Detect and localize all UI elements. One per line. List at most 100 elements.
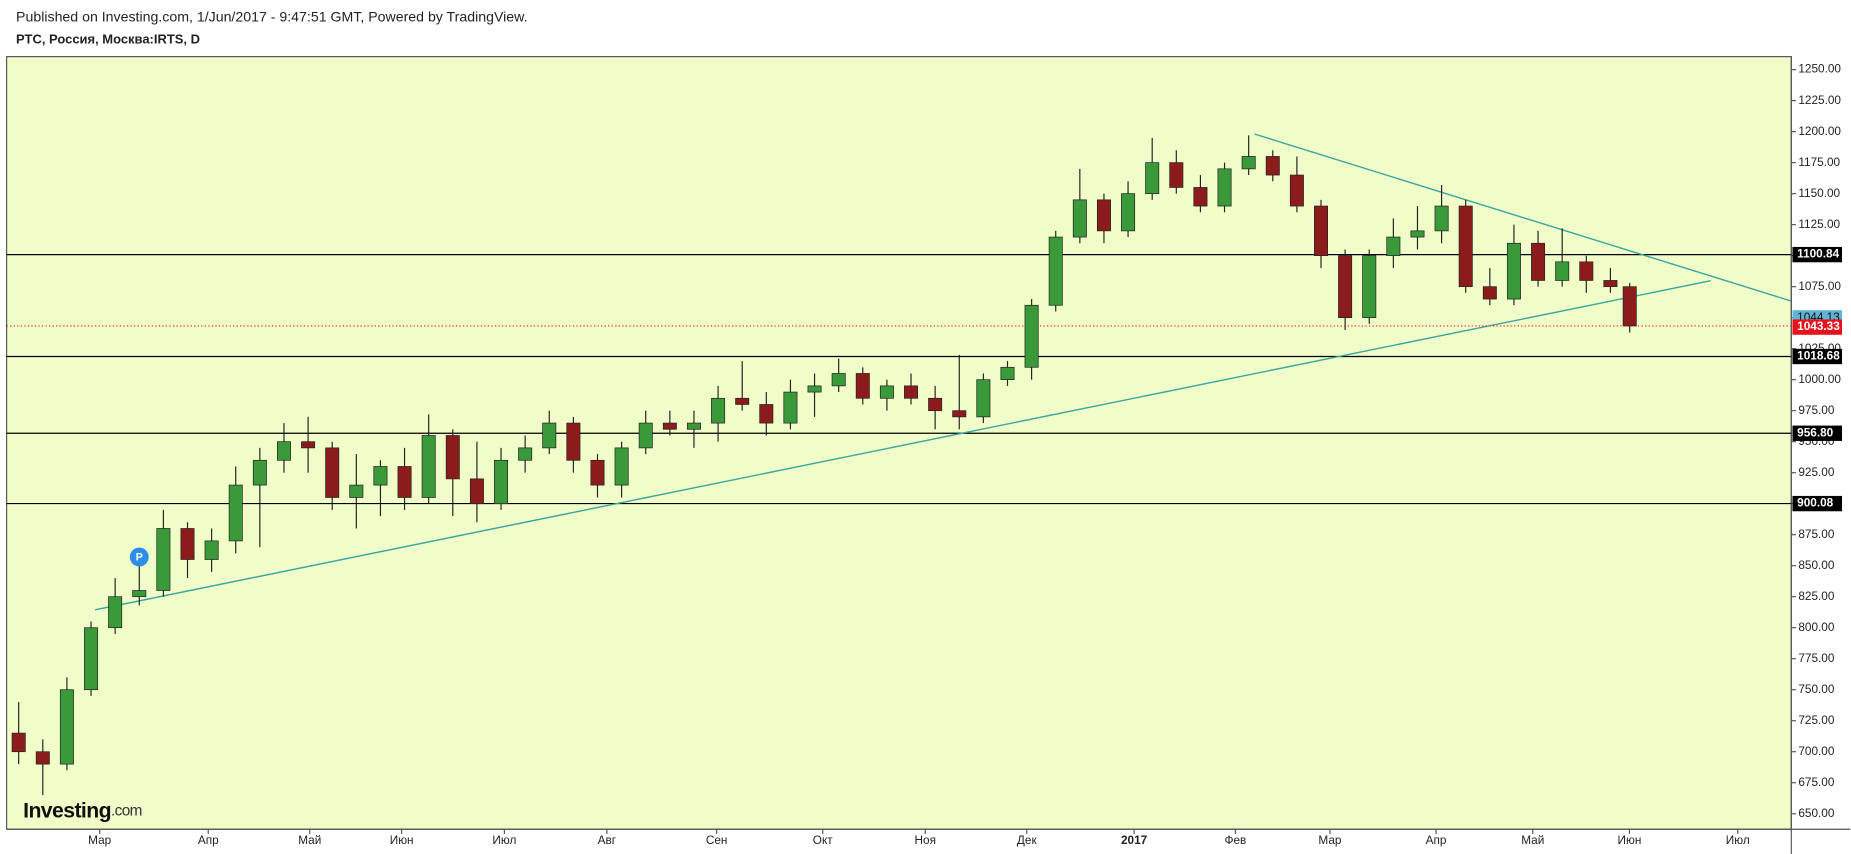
x-tick-label: Июн	[1618, 834, 1642, 847]
candle-body	[325, 447, 340, 498]
candle-body	[1096, 199, 1111, 232]
candle-body	[1241, 156, 1256, 170]
trend-line	[94, 280, 1711, 611]
y-tick-label: 700.00	[1798, 745, 1834, 758]
candle-body	[614, 447, 629, 486]
candle-body	[1579, 261, 1594, 281]
logo-main: Investing	[23, 799, 111, 822]
level-tag	[1792, 348, 1843, 365]
candle-body	[1289, 174, 1304, 207]
y-tick-label: 725.00	[1798, 714, 1834, 727]
x-tick-label: Ноя	[915, 834, 936, 847]
candle-body	[397, 466, 412, 498]
candle-body	[1121, 193, 1136, 232]
candle-body	[831, 373, 846, 387]
candle-body	[1169, 162, 1184, 188]
candle-body	[1362, 255, 1377, 319]
candle-body	[928, 397, 943, 412]
y-tick-label: 675.00	[1798, 776, 1834, 789]
candle-body	[445, 435, 460, 480]
candle-body	[228, 484, 243, 542]
y-tick-label: 975.00	[1798, 404, 1834, 417]
candle-body	[349, 484, 364, 498]
candle-body	[1482, 286, 1497, 300]
x-tick-label: Мар	[88, 834, 111, 847]
y-tick-label: 1225.00	[1798, 94, 1841, 107]
candle-body	[84, 627, 99, 691]
candle-body	[904, 385, 919, 399]
y-tick-label: 1175.00	[1798, 156, 1840, 169]
y-tick-label: 775.00	[1798, 652, 1834, 665]
candle-body	[1024, 304, 1039, 368]
level-label: 1100.84	[1797, 248, 1839, 261]
candle-body	[590, 459, 605, 486]
y-tick-label: 750.00	[1798, 683, 1834, 696]
candle-body	[301, 441, 316, 449]
candle-body	[132, 590, 147, 598]
y-tick-label: 850.00	[1798, 559, 1834, 572]
candle-body	[711, 397, 726, 424]
chart-title: РТС, Россия, Москва:IRTS, D	[16, 32, 200, 47]
logo-suffix: .com	[111, 803, 142, 820]
candle-body	[1622, 286, 1637, 327]
candle-body	[952, 410, 967, 418]
candle-body	[421, 435, 436, 498]
candle-body	[156, 528, 171, 591]
candle-body	[11, 732, 26, 753]
candle-body	[662, 422, 677, 430]
y-tick-label: 1000.00	[1798, 373, 1841, 386]
chart-layer: 650.00 675.00 700.00 725.00 750.00 775.00 800.…	[6, 63, 1843, 847]
x-tick-label: Июл	[1726, 834, 1750, 847]
x-tick-label: Май	[298, 834, 321, 847]
candle-body	[373, 466, 388, 486]
candle-body	[518, 447, 533, 461]
candle-body	[566, 422, 581, 461]
candle-body	[1458, 205, 1473, 288]
y-tick-label: 650.00	[1798, 807, 1834, 820]
candle-body	[1410, 230, 1425, 238]
level-label: 956.80	[1797, 426, 1833, 439]
candle-body	[59, 689, 74, 765]
y-tick-label: 800.00	[1798, 621, 1834, 634]
candle-body	[1072, 199, 1087, 238]
candle-body	[735, 397, 750, 405]
candle-body	[1506, 242, 1521, 300]
y-tick-label: 825.00	[1798, 590, 1834, 603]
candle-body	[204, 540, 219, 560]
last-price-label: 1043.33	[1797, 320, 1840, 333]
candle-body	[1555, 261, 1570, 281]
candle-body	[1314, 205, 1328, 257]
candle-body	[1193, 187, 1208, 207]
candle-body	[1338, 255, 1353, 319]
candle-body	[1048, 236, 1063, 306]
level-tag	[1792, 246, 1843, 263]
event-marker-label: P	[136, 551, 143, 563]
x-tick-label: Июл	[492, 834, 516, 847]
y-tick-label: 925.00	[1798, 466, 1834, 479]
x-tick-label: 2017	[1121, 834, 1148, 847]
y-tick-label: 875.00	[1798, 528, 1834, 541]
candle-body	[494, 459, 509, 505]
candle-body	[1145, 162, 1160, 195]
candle-body	[469, 478, 484, 505]
y-tick-label: 1150.00	[1798, 187, 1840, 200]
candle-body	[976, 379, 991, 418]
logo: Investing.com	[23, 799, 142, 822]
y-tick-label: 1250.00	[1798, 63, 1841, 76]
candle-body	[759, 404, 774, 424]
trend-line	[1254, 133, 1792, 302]
x-tick-label: Мар	[1318, 834, 1341, 847]
x-tick-label: Фев	[1225, 834, 1247, 847]
candle-body	[855, 373, 870, 399]
x-tick-label: Окт	[813, 834, 833, 847]
candle-body	[1531, 242, 1546, 281]
y-tick-label: 1075.00	[1798, 280, 1841, 293]
candle-body	[1217, 168, 1232, 207]
level-label: 900.08	[1797, 497, 1833, 510]
candle-body	[276, 441, 291, 461]
candle-body	[783, 391, 798, 424]
x-tick-label: Сен	[706, 834, 728, 847]
candle-body	[686, 422, 701, 430]
